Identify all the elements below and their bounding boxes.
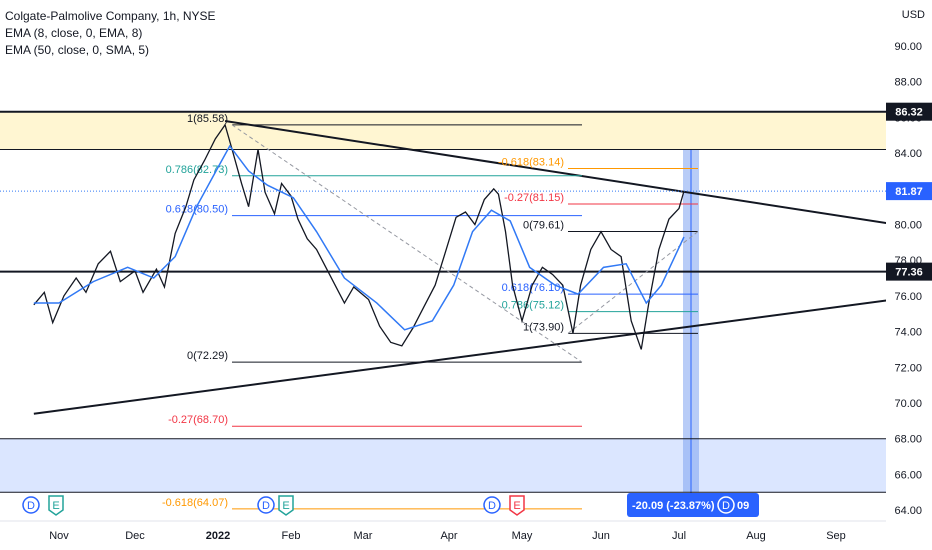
ema-line [33, 144, 685, 331]
overlay-layer: D E D E D E -20.09 (-23.87%) D 09 [22, 493, 759, 517]
price-label: 86.32 [895, 107, 923, 119]
fib-label: 1(85.58) [187, 113, 228, 125]
x-tick-label: Apr [440, 530, 457, 542]
dividend-marker [22, 496, 40, 514]
dividend-marker-label: D [488, 500, 496, 512]
y-tick-label: 72.00 [894, 362, 922, 374]
y-tick-label: 64.00 [894, 505, 922, 517]
price-label: 77.36 [895, 267, 923, 279]
y-tick-label: 76.00 [894, 291, 922, 303]
fib-label: 0.618(76.10) [502, 282, 564, 294]
fib-label: -0.618(64.07) [162, 497, 228, 509]
y-tick-label: 68.00 [894, 434, 922, 446]
fib-label: 0.786(75.12) [502, 300, 564, 312]
currency-label: USD [902, 9, 925, 21]
fib-label: 0.618(80.50) [166, 204, 228, 216]
zones-layer [0, 111, 886, 499]
legend-ema8: EMA (8, close, 0, EMA, 8) [5, 26, 143, 40]
price-label-box [886, 262, 932, 281]
fib-label: -0.27(81.15) [504, 192, 564, 204]
y-tick-label: 88.00 [894, 77, 922, 89]
fib-label: 0(79.61) [523, 219, 564, 231]
trendline [33, 296, 908, 415]
dividend-marker-label: D [27, 500, 35, 512]
zone-blue [0, 438, 886, 493]
earnings-marker-label: E [52, 500, 59, 512]
levels-layer [0, 110, 908, 493]
measure-dividend-marker [717, 496, 735, 514]
series-layer [33, 123, 685, 350]
price-label: 81.87 [895, 186, 923, 198]
y-tick-label: 66.00 [894, 469, 922, 481]
y-tick-label: 80.00 [894, 220, 922, 232]
y-tick-label: 90.00 [894, 41, 922, 53]
x-tick-label: Feb [282, 530, 301, 542]
fib-label: -0.27(68.70) [168, 414, 228, 426]
measure-label: -20.09 (-23.87%) [632, 500, 715, 512]
x-tick-label: Nov [49, 530, 69, 542]
fib-label: 0(72.29) [187, 350, 228, 362]
dividend-marker [483, 496, 501, 514]
dividend-marker [257, 496, 275, 514]
fib-label: -0.618(83.14) [498, 156, 564, 168]
x-tick-label: Sep [826, 530, 846, 542]
legend-ema50: EMA (50, close, 0, SMA, 5) [5, 43, 150, 57]
earnings-marker [48, 495, 64, 516]
fib-diagonal [567, 231, 699, 334]
legend-title: Colgate-Palmolive Company, 1h, NYSE [5, 9, 216, 23]
measure-dividend-label: D [722, 500, 730, 512]
fib-label: 0.786(82.73) [166, 164, 228, 176]
x-tick-label: Jul [672, 530, 686, 542]
y-tick-label: 84.00 [894, 148, 922, 160]
x-tick-label: Jun [592, 530, 610, 542]
x-tick-label: May [512, 530, 533, 542]
x-tick-label: Aug [746, 530, 766, 542]
trendline [224, 119, 908, 228]
fib-label: 1(73.90) [523, 321, 564, 333]
zone-yellow [0, 111, 886, 150]
x-tick-label: Dec [125, 530, 145, 542]
measure-suffix: 09 [737, 500, 749, 512]
fib-diagonal [231, 124, 583, 363]
y-tick-label: 70.00 [894, 398, 922, 410]
earnings-marker [509, 495, 525, 516]
x-tick-label: 2022 [206, 530, 230, 542]
price-label-box [886, 182, 932, 201]
chart-legend: Colgate-Palmolive Company, 1h, NYSE EMA … [5, 8, 216, 59]
x-tick-label: Mar [354, 530, 373, 542]
price-line [33, 123, 685, 350]
earnings-marker [278, 495, 294, 516]
price-label-box [886, 102, 932, 121]
earnings-marker-label: E [513, 500, 520, 512]
dividend-marker-label: D [262, 500, 270, 512]
y-tick-label: 74.00 [894, 327, 922, 339]
earnings-marker-label: E [282, 500, 289, 512]
